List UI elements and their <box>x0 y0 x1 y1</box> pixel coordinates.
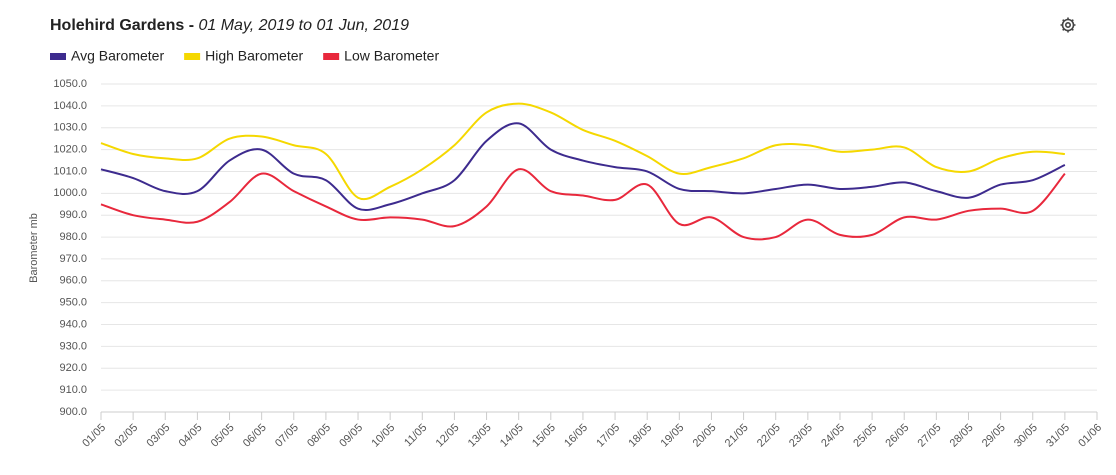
x-tick-label: 12/05 <box>434 422 462 450</box>
x-tick-label: 11/05 <box>402 422 429 449</box>
x-tick-label: 20/05 <box>691 422 719 450</box>
y-tick-label: 1000.0 <box>53 187 87 199</box>
x-tick-label: 05/05 <box>209 422 237 450</box>
y-tick-label: 910.0 <box>59 384 87 396</box>
x-tick-label: 13/05 <box>466 422 494 450</box>
y-tick-label: 1030.0 <box>53 122 87 134</box>
x-tick-label: 28/05 <box>948 422 976 450</box>
x-tick-label: 09/05 <box>337 422 365 450</box>
x-tick-label: 23/05 <box>787 422 815 450</box>
subtitle: 01 May, 2019 to 01 Jun, 2019 <box>198 17 409 34</box>
x-tick-label: 31/05 <box>1044 422 1072 450</box>
y-tick-label: 920.0 <box>59 362 87 374</box>
x-tick-label: 08/05 <box>305 422 333 450</box>
y-tick-label: 940.0 <box>59 318 87 330</box>
y-tick-label: 930.0 <box>59 340 87 352</box>
x-tick-label: 16/05 <box>562 422 590 450</box>
chart-title: Holehird Gardens - 01 May, 2019 to 01 Ju… <box>50 17 409 34</box>
x-tick-label: 07/05 <box>273 422 301 450</box>
x-tick-label: 03/05 <box>144 422 172 450</box>
legend-swatch <box>184 53 201 60</box>
y-tick-label: 950.0 <box>59 297 87 309</box>
legend-label: High Barometer <box>205 48 303 64</box>
y-tick-label: 990.0 <box>59 209 87 221</box>
x-tick-label: 10/05 <box>369 422 397 450</box>
x-tick-label: 29/05 <box>980 422 1008 450</box>
x-tick-label: 17/05 <box>594 422 622 450</box>
y-tick-label: 1010.0 <box>53 165 87 177</box>
x-tick-label: 18/05 <box>626 422 654 450</box>
x-tick-label: 30/05 <box>1012 422 1040 450</box>
x-tick-label: 26/05 <box>883 422 911 450</box>
x-tick-label: 22/05 <box>755 422 783 450</box>
legend-swatch <box>323 53 340 60</box>
x-tick-label: 24/05 <box>819 422 847 450</box>
x-tick-label: 04/05 <box>177 422 205 450</box>
y-tick-label: 980.0 <box>59 231 87 243</box>
y-tick-label: 970.0 <box>59 253 87 265</box>
x-tick-label: 01/05 <box>80 422 108 450</box>
series-line <box>100 168 1066 241</box>
x-tick-label: 06/05 <box>241 422 269 450</box>
y-tick-label: 1040.0 <box>53 100 87 112</box>
x-tick-label: 27/05 <box>916 422 944 450</box>
legend-label: Low Barometer <box>344 48 439 64</box>
settings-icon[interactable] <box>1060 17 1076 33</box>
title: Holehird Gardens - <box>50 17 198 34</box>
x-tick-label: 02/05 <box>112 422 140 450</box>
y-tick-label: 1050.0 <box>53 78 87 90</box>
x-tick-label: 25/05 <box>851 422 879 450</box>
y-tick-label: 900.0 <box>59 406 87 418</box>
x-tick-label: 15/05 <box>530 422 558 450</box>
y-tick-label: 960.0 <box>59 275 87 287</box>
y-tick-label: 1020.0 <box>53 144 87 156</box>
x-tick-label: 19/05 <box>659 422 687 450</box>
x-tick-label: 21/05 <box>723 422 751 450</box>
x-tick-label: 01/06 <box>1076 422 1104 450</box>
legend-label: Avg Barometer <box>71 48 164 64</box>
series-line <box>100 122 1066 212</box>
legend-swatch <box>50 53 66 60</box>
y-axis-label: Barometer mb <box>28 213 40 283</box>
x-tick-label: 14/05 <box>498 422 526 450</box>
series-line <box>100 102 1065 201</box>
